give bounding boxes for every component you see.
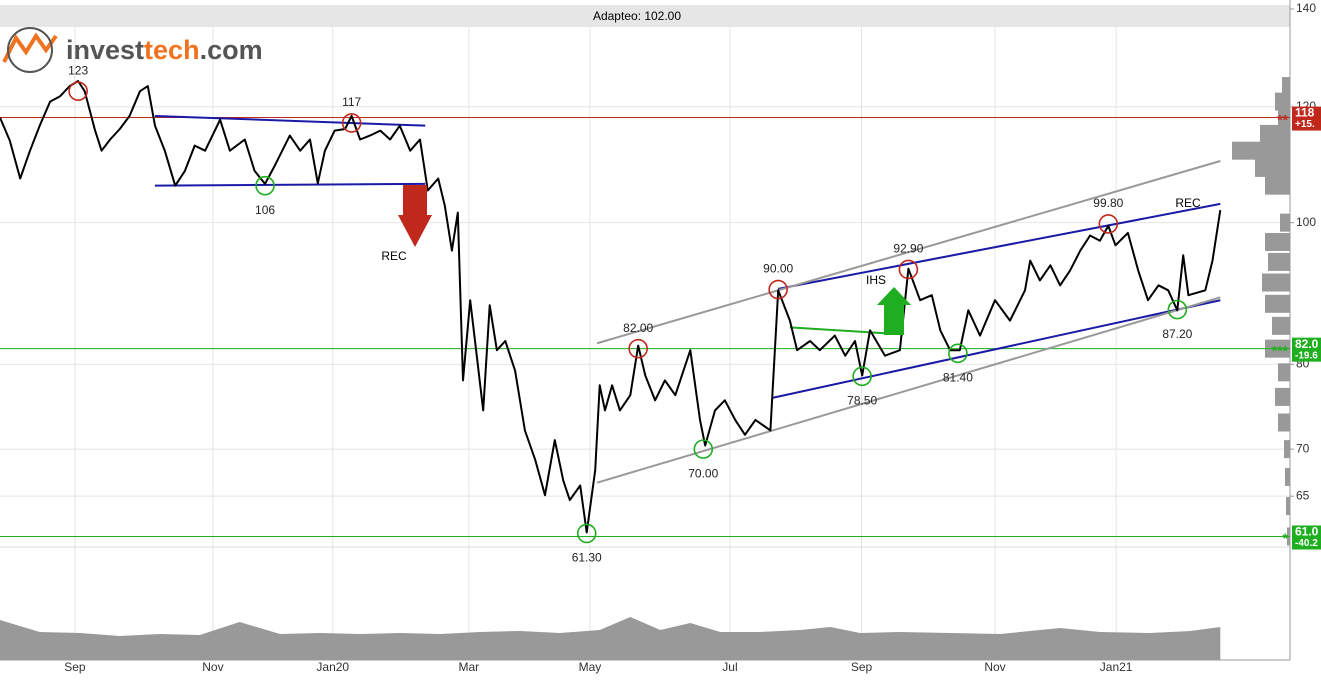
volume-area [0, 617, 1221, 660]
y-tick-label: 140 [1296, 1, 1316, 15]
pivot-label: 99.80 [1093, 196, 1123, 210]
pivot-marker [68, 81, 88, 102]
pivot-marker [628, 338, 648, 359]
distribution-bar [1260, 124, 1290, 143]
pivot-marker [898, 259, 919, 280]
pivot-label: 87.20 [1162, 327, 1192, 341]
level-tag [1292, 337, 1321, 362]
distribution-bar [1255, 158, 1290, 177]
distribution-bar [1275, 92, 1290, 111]
level-stars: ** [1277, 111, 1288, 127]
distribution-bar [1232, 141, 1290, 160]
logo-icon [7, 27, 53, 73]
x-tick-label: Sep [851, 660, 873, 674]
logo-part: invest [66, 35, 144, 65]
distribution-bar [1265, 176, 1290, 195]
pivot-label: 123 [68, 63, 88, 77]
y-tick-label: 70 [1296, 441, 1310, 455]
level-change: +15. [1295, 119, 1315, 130]
pivot-label: 92.90 [893, 242, 923, 256]
y-tick-label: 65 [1296, 488, 1310, 502]
trend-line [154, 114, 426, 127]
level-stars: *** [1272, 342, 1289, 358]
logo-icon [2, 32, 58, 63]
trend-line [596, 296, 1221, 484]
x-tick-label: Nov [202, 660, 223, 674]
signal-label: IHS [866, 273, 886, 287]
level-stars: * [1283, 530, 1289, 546]
pivot-marker [255, 175, 275, 196]
signal-label: REC [381, 249, 407, 263]
level-label: 61.0 [1295, 525, 1319, 539]
pivot-label: 106 [255, 203, 275, 217]
level-label: 82.0 [1295, 337, 1319, 351]
trend-line [596, 160, 1221, 345]
level-tag [1292, 525, 1321, 550]
logo-text: investtech.com [66, 35, 263, 65]
pivot-label: 70.00 [688, 466, 718, 480]
distribution-bar [1262, 273, 1290, 292]
pivot-label: 90.00 [763, 262, 793, 276]
chart-title: Adapteo: 102.00 [593, 9, 681, 23]
logo-part: tech [144, 35, 200, 65]
pivot-marker [948, 343, 968, 364]
distribution-bar [1275, 387, 1290, 406]
distribution-bar [1280, 213, 1290, 232]
level-label: 118 [1295, 106, 1315, 120]
x-tick-label: Jul [722, 660, 737, 674]
signal-arrow [398, 185, 432, 247]
distribution-bar [1272, 316, 1290, 335]
level-change: -19.6 [1295, 350, 1318, 361]
x-tick-label: Nov [984, 660, 1005, 674]
distribution-bar [1285, 467, 1290, 486]
x-tick-label: May [579, 660, 602, 674]
pivot-label: 78.50 [847, 394, 877, 408]
trend-line [154, 182, 426, 187]
distribution-bar [1265, 232, 1290, 251]
distribution-bar [1278, 363, 1290, 382]
grid [0, 8, 1294, 660]
trend-line [777, 202, 1221, 290]
pivot-label: 61.30 [572, 551, 602, 565]
level-change: -40.2 [1295, 538, 1318, 549]
distribution-bar [1278, 413, 1290, 432]
pivot-label: 82.00 [623, 321, 653, 335]
plot [0, 77, 1290, 660]
x-tick-label: Mar [459, 660, 480, 674]
pivot-marker [693, 439, 714, 459]
pivot-marker [576, 523, 597, 544]
distribution-bar [1284, 440, 1290, 459]
x-tick-label: Sep [64, 660, 86, 674]
distribution-bar [1286, 497, 1290, 516]
x-tick-label: Jan21 [1100, 660, 1133, 674]
x-tick-label: Jan20 [316, 660, 349, 674]
distribution-bar [1282, 77, 1290, 96]
y-tick-label: 100 [1296, 215, 1316, 229]
distribution-bar [1265, 294, 1290, 313]
logo: investtech.com [2, 27, 263, 73]
signal-label: REC [1175, 196, 1201, 210]
pivot-marker [768, 279, 788, 300]
distribution-bar [1268, 252, 1290, 271]
pivot-label: 117 [342, 95, 361, 109]
signal-arrow [877, 287, 911, 335]
level-tag [1292, 106, 1321, 131]
logo-part: .com [200, 35, 263, 65]
price-line [0, 80, 1222, 534]
pivot-marker [341, 113, 362, 133]
pivot-marker [852, 366, 872, 387]
pivot-marker [1098, 214, 1119, 234]
trend-line [772, 299, 1221, 399]
pivot-label: 81.40 [943, 370, 973, 384]
header-bar [0, 5, 1290, 27]
pivot-marker [1167, 299, 1188, 320]
